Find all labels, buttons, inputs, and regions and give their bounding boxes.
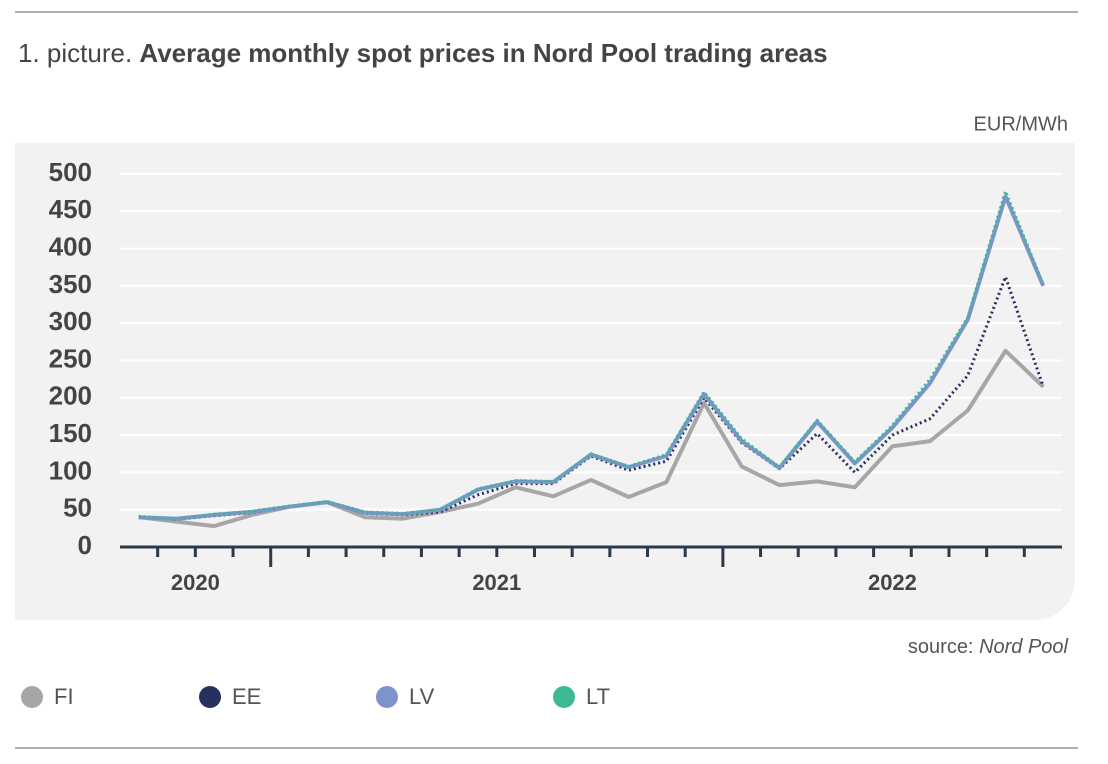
legend-label: FI [54, 684, 74, 709]
y-tick-label: 200 [49, 381, 92, 411]
y-tick-label: 500 [49, 157, 92, 187]
legend-swatch [199, 686, 221, 708]
x-group-label: 2022 [868, 570, 917, 595]
source-label: source: [908, 636, 974, 658]
y-tick-label: 450 [49, 194, 92, 224]
legend-swatch [21, 686, 43, 708]
plot: 0 50 100 150 200 250 300 350 400 450 500 2020 2021 20… [49, 157, 1062, 595]
plot-panel [15, 143, 1075, 620]
legend-swatch [553, 686, 575, 708]
y-tick-label: 100 [49, 455, 92, 485]
y-tick-label: 0 [78, 530, 92, 560]
legend-swatch [376, 686, 398, 708]
legend-label: LV [409, 684, 435, 709]
legend-label: EE [232, 684, 261, 709]
title-prefix: 1. picture. [18, 38, 132, 68]
y-tick-label: 50 [63, 493, 92, 523]
legend-label: LT [586, 684, 610, 709]
title-main: Average monthly spot prices in Nord Pool… [139, 38, 827, 68]
x-group-label: 2021 [472, 570, 521, 595]
y-tick-label: 250 [49, 343, 92, 373]
chart-title: 1. picture. Average monthly spot prices … [18, 38, 828, 68]
source-note: source: Nord Pool [908, 636, 1069, 658]
y-tick-label: 300 [49, 306, 92, 336]
y-tick-label: 400 [49, 231, 92, 261]
y-tick-label: 150 [49, 418, 92, 448]
y-tick-label: 350 [49, 269, 92, 299]
x-group-label: 2020 [171, 570, 220, 595]
source-name: Nord Pool [979, 636, 1068, 658]
series-line [138, 189, 1045, 521]
unit-label: EUR/MWh [974, 113, 1068, 135]
